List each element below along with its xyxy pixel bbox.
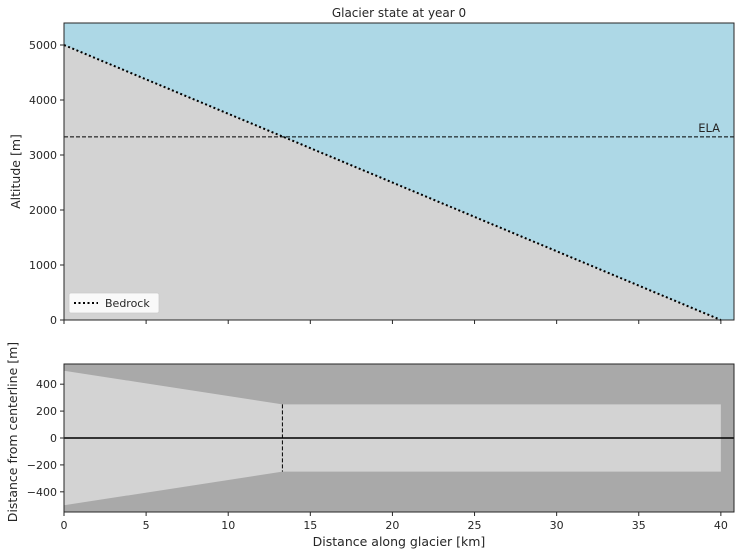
y-tick-label: 0 bbox=[50, 314, 57, 327]
plan-view-x-ticks: 0 5 10 15 20 25 30 35 40 bbox=[61, 512, 728, 532]
y-tick-label: 1000 bbox=[29, 259, 57, 272]
x-tick-label: 35 bbox=[632, 519, 646, 532]
x-tick-label: 10 bbox=[221, 519, 235, 532]
plan-view-y-ticks: 400 200 0 −200 −400 bbox=[27, 378, 64, 499]
x-tick-label: 30 bbox=[550, 519, 564, 532]
altitude-y-label: Altitude [m] bbox=[8, 134, 23, 209]
x-tick-label: 20 bbox=[385, 519, 399, 532]
altitude-y-ticks: 0 1000 2000 3000 4000 5000 bbox=[29, 39, 64, 327]
y-tick-label: −200 bbox=[27, 459, 57, 472]
x-axis-label: Distance along glacier [km] bbox=[313, 534, 486, 549]
x-tick-label: 0 bbox=[61, 519, 68, 532]
x-tick-label: 40 bbox=[714, 519, 728, 532]
legend-bedrock-label: Bedrock bbox=[105, 297, 150, 310]
x-tick-label: 15 bbox=[303, 519, 317, 532]
altitude-axes: ELA 0 1000 2000 3000 4000 5000 Glacier state … bbox=[8, 6, 735, 327]
bedrock-line bbox=[63, 44, 722, 321]
y-tick-label: 4000 bbox=[29, 94, 57, 107]
y-tick-label: 0 bbox=[50, 432, 57, 445]
legend-box bbox=[68, 292, 160, 314]
altitude-x-ticks bbox=[63, 320, 722, 324]
bedrock-fill bbox=[64, 45, 734, 320]
x-tick-label: 25 bbox=[468, 519, 482, 532]
y-tick-label: −400 bbox=[27, 486, 57, 499]
y-tick-label: 3000 bbox=[29, 149, 57, 162]
plan-view-axes: 400 200 0 −200 −400 0 5 10 15 20 25 30 35 40 Distanc… bbox=[5, 342, 735, 549]
x-tick-label: 5 bbox=[143, 519, 150, 532]
chart-title: Glacier state at year 0 bbox=[332, 6, 466, 20]
y-tick-label: 2000 bbox=[29, 204, 57, 217]
legend: Bedrock bbox=[68, 292, 160, 314]
y-tick-label: 5000 bbox=[29, 39, 57, 52]
y-tick-label: 200 bbox=[36, 405, 57, 418]
altitude-axes-frame bbox=[63, 22, 735, 321]
plan-view-y-label: Distance from centerline [m] bbox=[5, 342, 20, 522]
ela-label: ELA bbox=[698, 121, 720, 135]
y-tick-label: 400 bbox=[36, 378, 57, 391]
